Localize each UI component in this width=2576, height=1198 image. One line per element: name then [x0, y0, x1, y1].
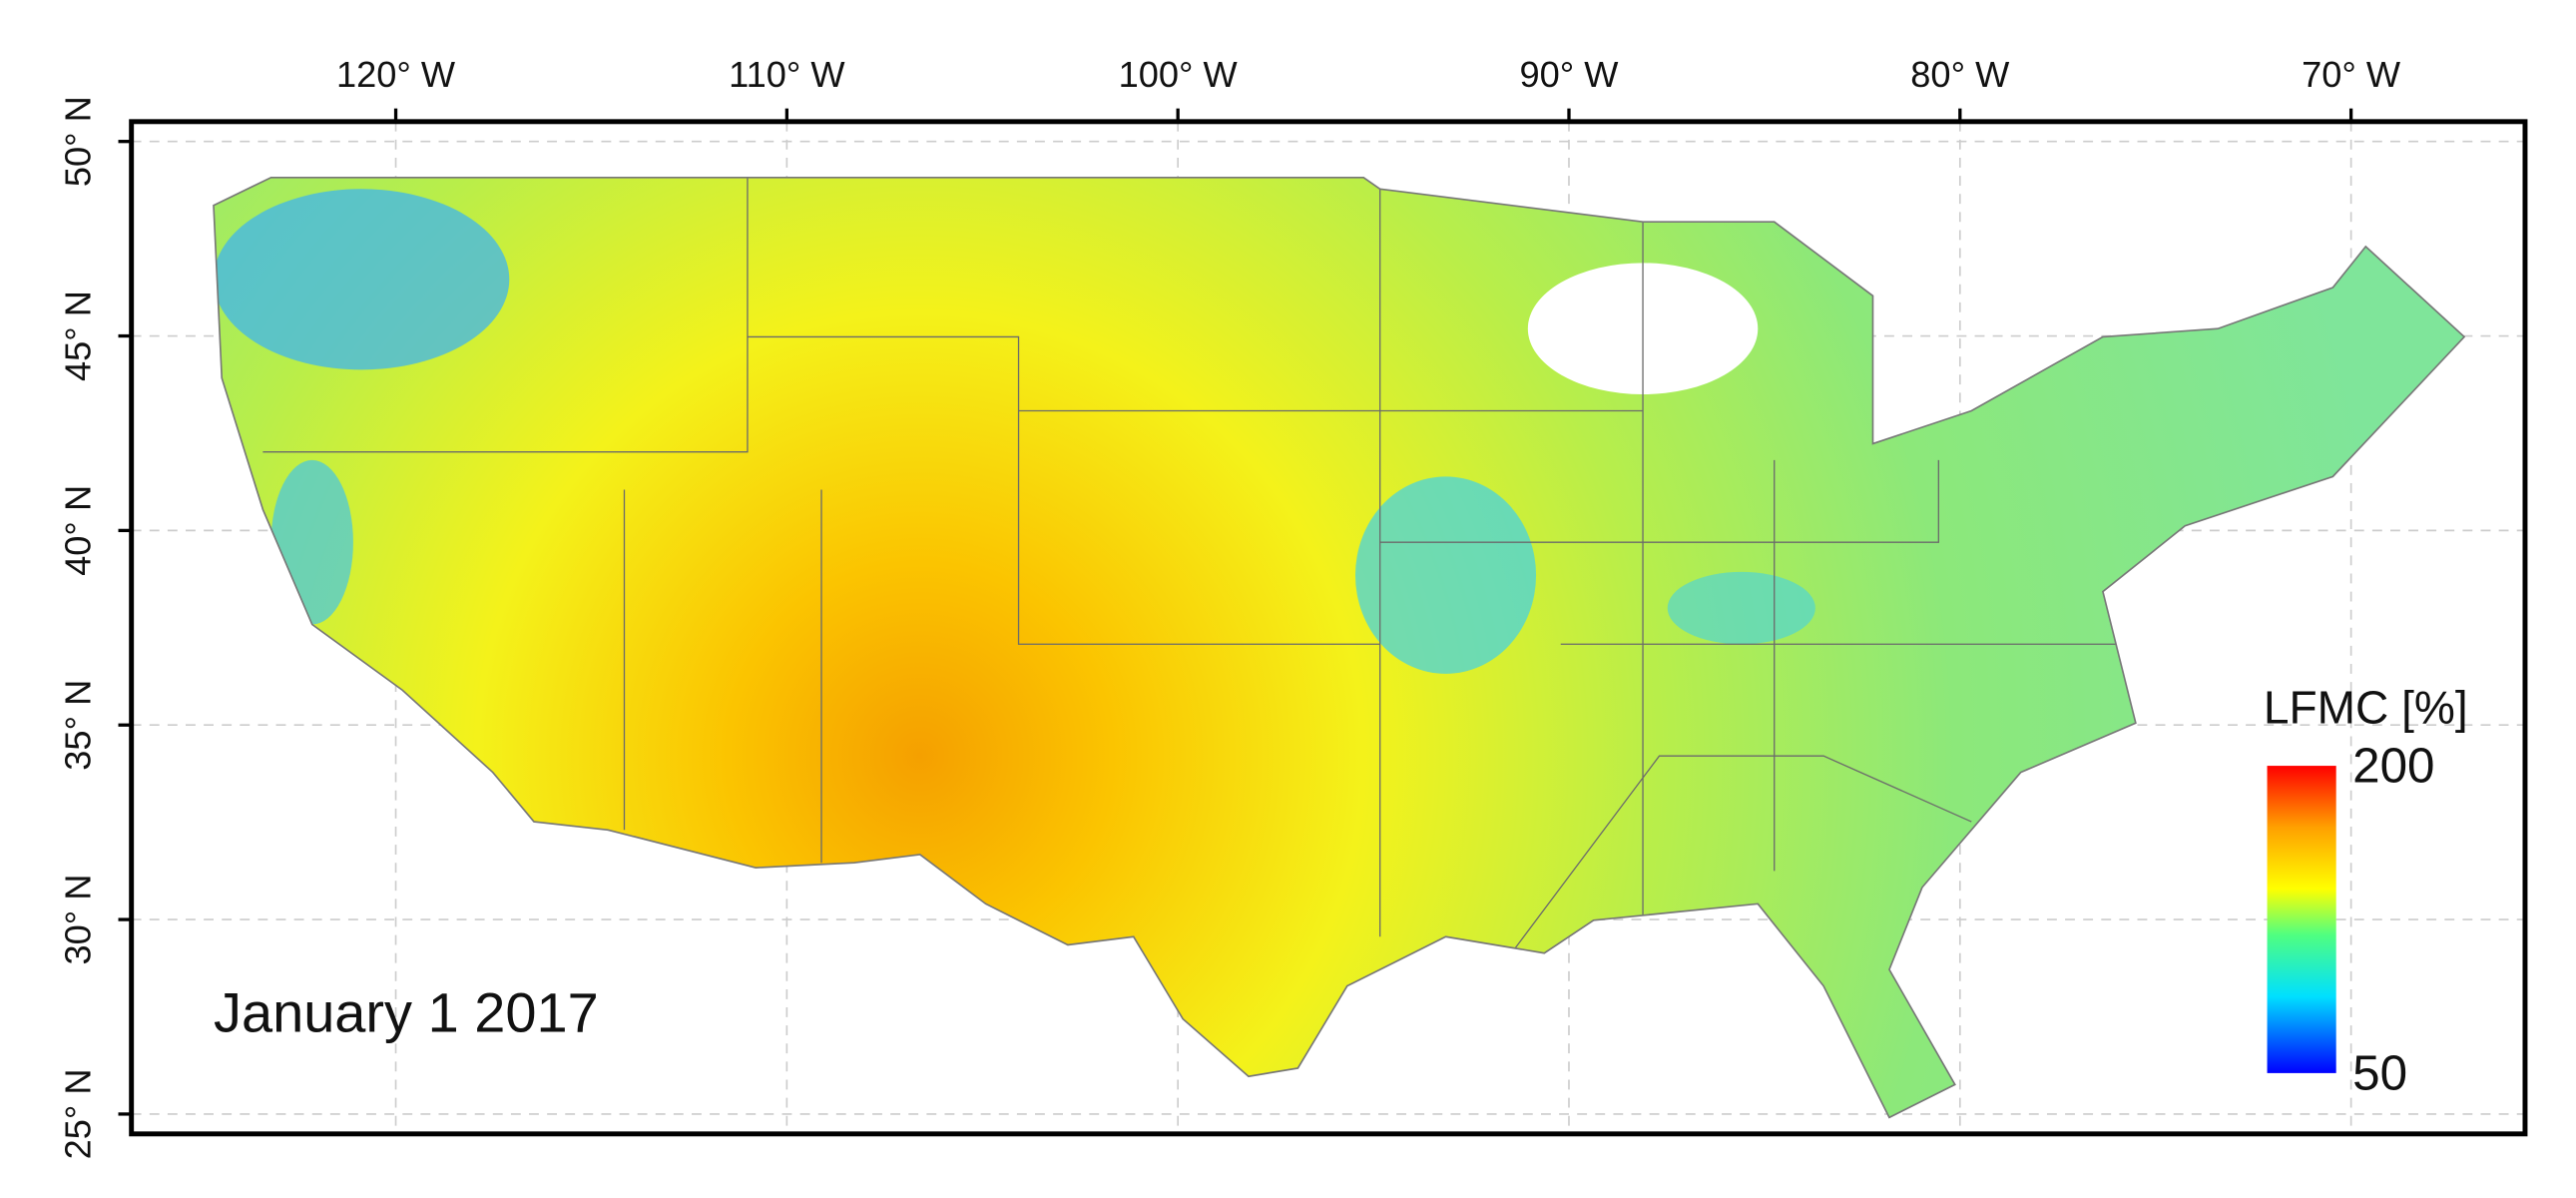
- colorbar: [2267, 766, 2336, 1073]
- lat-tick-label: 35° N: [58, 680, 99, 771]
- map-date: January 1 2017: [214, 981, 599, 1044]
- state-borders: [262, 177, 2120, 954]
- colorbar-label: LFMC [%]: [2264, 681, 2468, 733]
- wet-area: [1667, 571, 1815, 645]
- colorbar-ticks: 50 200: [2352, 739, 2434, 1101]
- lat-tick-label: 40° N: [58, 485, 99, 576]
- lon-tick-label: 110° W: [729, 54, 845, 95]
- wet-area: [1354, 476, 1537, 674]
- lon-tick-label: 120° W: [336, 54, 456, 95]
- wet-area: [213, 189, 510, 370]
- colorbar-tick-label: 200: [2352, 739, 2434, 794]
- lon-tick-label: 80° W: [1910, 54, 2010, 95]
- lat-tick-label: 50° N: [58, 96, 99, 187]
- lon-tick-label: 90° W: [1519, 54, 1619, 95]
- lat-tick-label: 25° N: [58, 1068, 99, 1159]
- colorbar-tick-label: 50: [2352, 1045, 2407, 1100]
- lat-tick-label: 45° N: [58, 291, 99, 381]
- wet-area: [270, 459, 353, 625]
- map-frame: [129, 119, 2528, 1137]
- lon-tick-label: 70° W: [2302, 54, 2401, 95]
- lat-tick-label: 30° N: [58, 875, 99, 965]
- lon-tick-label: 100° W: [1119, 54, 1239, 95]
